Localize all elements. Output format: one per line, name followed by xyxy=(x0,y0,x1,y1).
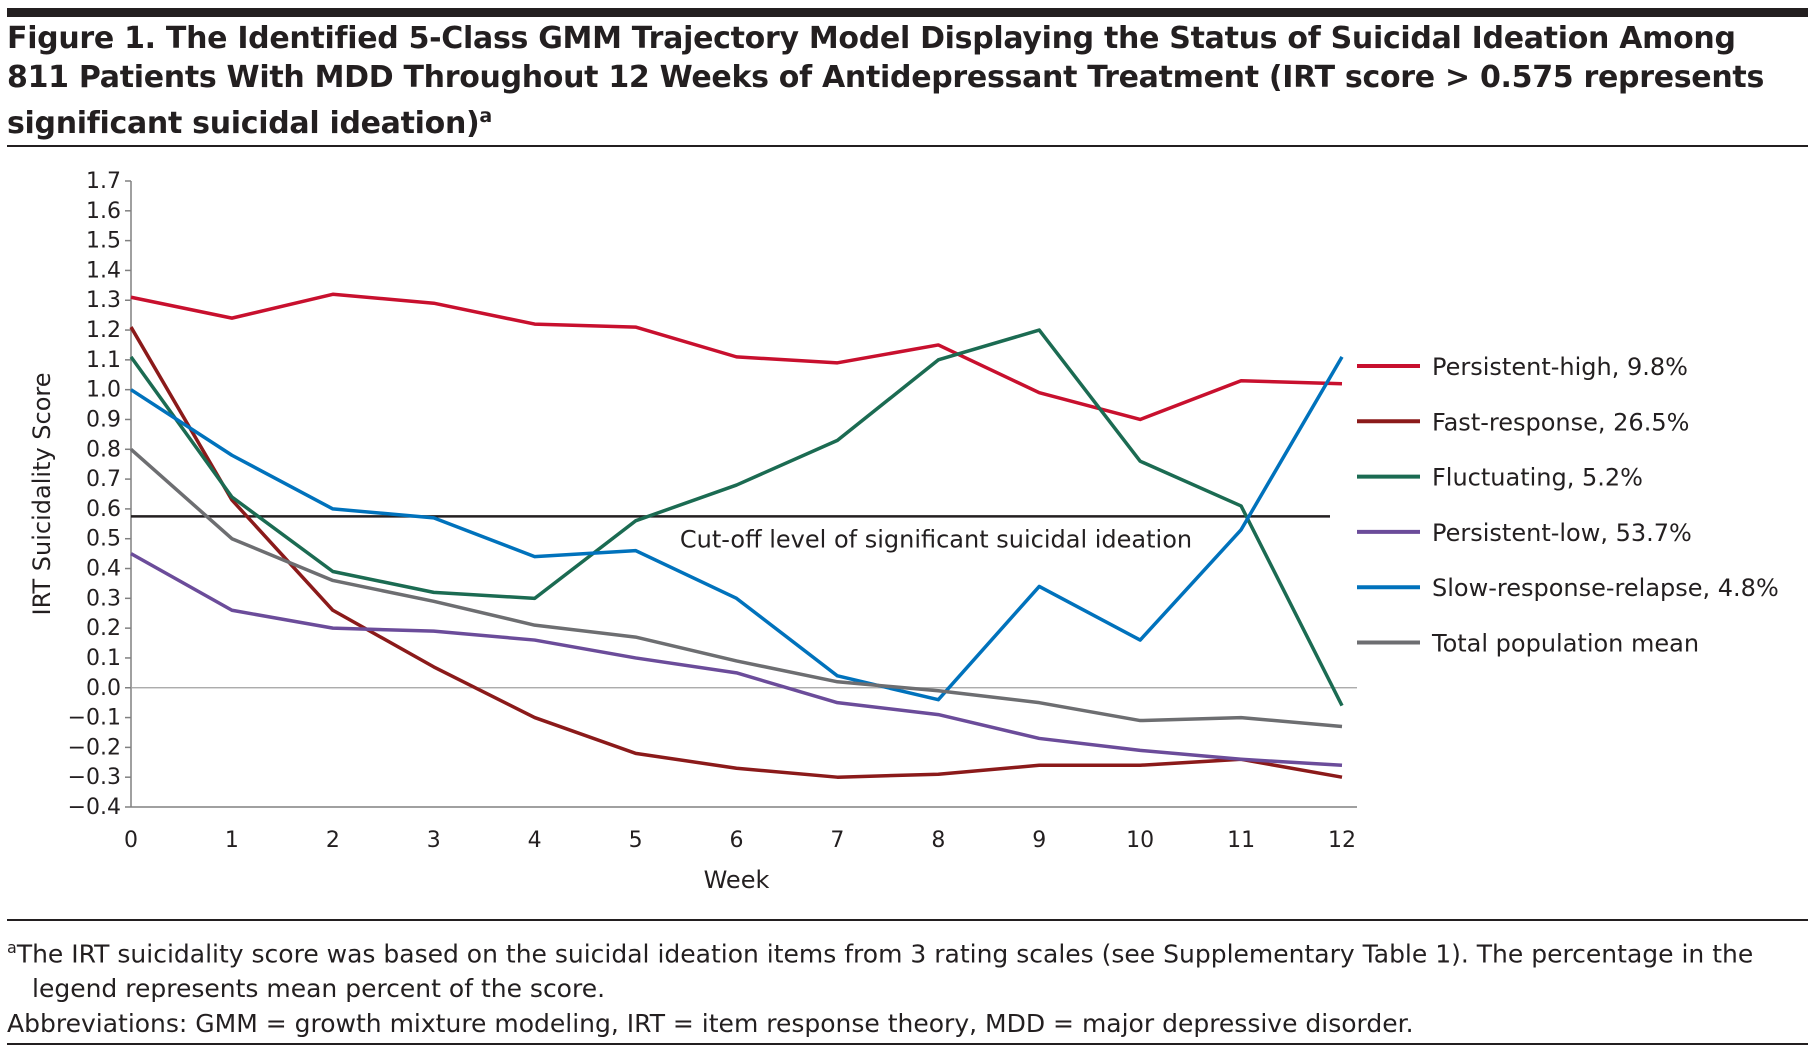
top-rule xyxy=(7,8,1808,17)
y-tick-label: −0.3 xyxy=(68,765,121,790)
x-tick-label: 3 xyxy=(427,828,441,853)
bottom-rule xyxy=(7,1043,1808,1045)
legend-label: Fluctuating, 5.2% xyxy=(1432,464,1643,492)
y-tick-label: 0.3 xyxy=(86,586,121,611)
y-tick-label: 0.8 xyxy=(86,437,121,462)
series-line xyxy=(129,326,1343,779)
x-tick-label: 10 xyxy=(1126,828,1154,853)
x-tick-label: 8 xyxy=(931,828,945,853)
title-footnote-marker: a xyxy=(479,105,492,127)
y-tick-label: −0.1 xyxy=(68,706,121,731)
x-tick-label: 12 xyxy=(1328,828,1356,853)
abbreviations: Abbreviations: GMM = growth mixture mode… xyxy=(7,1009,1414,1039)
x-tick-label: 0 xyxy=(124,828,138,853)
y-tick-label: 1.5 xyxy=(86,229,121,254)
figure-title-text: Figure 1. The Identified 5-Class GMM Tra… xyxy=(7,21,1765,141)
footnote-rule xyxy=(7,919,1808,921)
title-rule xyxy=(7,145,1808,147)
footnote-marker: a xyxy=(7,938,17,957)
x-tick-label: 5 xyxy=(629,828,643,853)
footnote: aThe IRT suicidality score was based on … xyxy=(7,930,1807,1041)
y-tick-label: −0.4 xyxy=(68,795,121,820)
y-tick-label: 1.7 xyxy=(86,169,121,194)
cutoff-label: Cut-off level of significant suicidal id… xyxy=(680,525,1192,553)
y-tick-label: 0.9 xyxy=(86,407,121,432)
y-tick-label: 0.0 xyxy=(86,676,121,701)
legend-label: Fast-response, 26.5% xyxy=(1432,408,1689,436)
series-line xyxy=(129,328,1344,707)
y-tick-label: 0.7 xyxy=(86,467,121,492)
y-tick-label: 0.6 xyxy=(86,497,121,522)
x-tick-label: 4 xyxy=(528,828,542,853)
legend-label: Slow-response-relapse, 4.8% xyxy=(1432,574,1779,602)
series-line xyxy=(129,447,1343,729)
footnote-line: legend represents mean percent of the sc… xyxy=(32,974,606,1004)
series-line xyxy=(130,355,1344,702)
series-line xyxy=(130,552,1343,768)
y-tick-label: 1.4 xyxy=(86,258,121,283)
y-tick-label: 1.6 xyxy=(86,199,121,224)
y-axis-label: IRT Suicidality Score xyxy=(28,372,56,615)
x-tick-label: 6 xyxy=(730,828,744,853)
y-tick-label: 1.2 xyxy=(86,318,121,343)
x-tick-label: 2 xyxy=(326,828,340,853)
y-tick-label: −0.2 xyxy=(68,735,121,760)
y-tick-label: 0.2 xyxy=(86,616,121,641)
y-tick-label: 0.4 xyxy=(86,557,121,582)
y-tick-label: 1.0 xyxy=(86,378,121,403)
line-chart: 1.7 1.6 1.5 1.4 1.3 1.2 1.1 1.0 0.9 0.8 0.7 0.6 0.5 0… xyxy=(28,169,1779,894)
y-tick-label: 1.3 xyxy=(86,288,121,313)
series-line xyxy=(130,292,1343,422)
legend-label: Total population mean xyxy=(1431,630,1699,658)
x-tick-label: 1 xyxy=(225,828,239,853)
y-tick-label: 0.1 xyxy=(86,646,121,671)
x-tick-label: 7 xyxy=(830,828,844,853)
y-tick-label: 0.5 xyxy=(86,527,121,552)
figure-title: Figure 1. The Identified 5-Class GMM Tra… xyxy=(7,20,1787,144)
x-tick-label: 9 xyxy=(1032,828,1046,853)
footnote-line: The IRT suicidality score was based on t… xyxy=(16,939,1754,969)
y-tick-label: 1.1 xyxy=(86,348,121,373)
legend-label: Persistent-low, 53.7% xyxy=(1432,519,1692,547)
legend-label: Persistent-high, 9.8% xyxy=(1432,353,1688,381)
x-tick-label: 11 xyxy=(1227,828,1255,853)
x-axis-label: Week xyxy=(704,866,770,894)
